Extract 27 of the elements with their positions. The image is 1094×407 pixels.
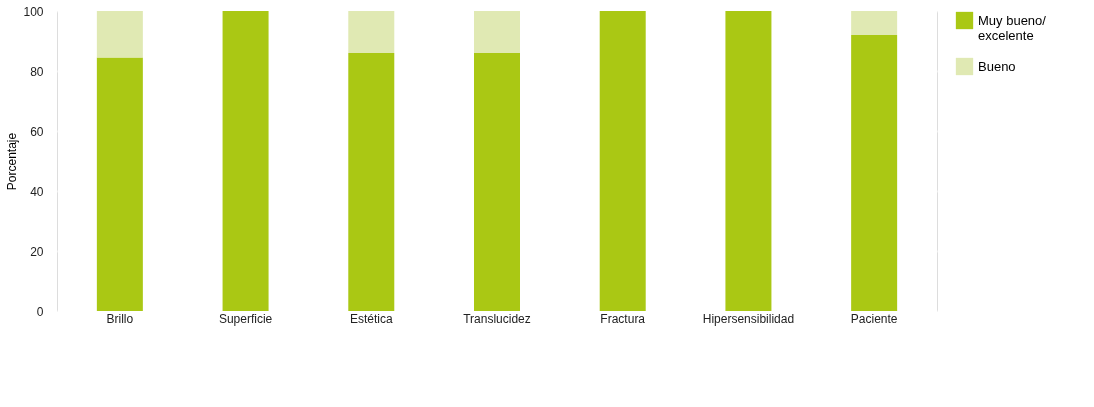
bar [96, 11, 143, 58]
x-tick-label: Fractura [600, 311, 646, 326]
legend-label: Bueno [978, 58, 1016, 74]
x-tick-label: Brillo [106, 311, 134, 326]
bar [599, 11, 646, 311]
bar [348, 11, 395, 53]
y-tick-label: 40 [30, 184, 44, 199]
bar [348, 53, 395, 311]
legend-label: Muy bueno/excelente [978, 12, 1047, 43]
x-tick-label: Estética [349, 311, 393, 326]
x-tick-label: Translucidez [463, 311, 531, 326]
x-tick-label: Superficie [218, 311, 273, 326]
y-tick-label: 100 [23, 4, 44, 19]
y-tick-label: 80 [30, 64, 44, 79]
y-tick-label: 20 [30, 244, 44, 259]
x-tick-label: Paciente [850, 311, 898, 326]
bar [96, 57, 143, 311]
bar [851, 35, 898, 311]
bar [851, 11, 898, 35]
bar [222, 11, 269, 311]
bar [474, 53, 520, 311]
bar [725, 11, 772, 311]
y-tick-label: 60 [30, 124, 44, 139]
y-tick-label: 0 [36, 304, 44, 319]
x-tick-label: Hipersensibilidad [702, 311, 795, 326]
bar [474, 11, 520, 53]
y-axis-title: Porcentaje [5, 132, 20, 191]
